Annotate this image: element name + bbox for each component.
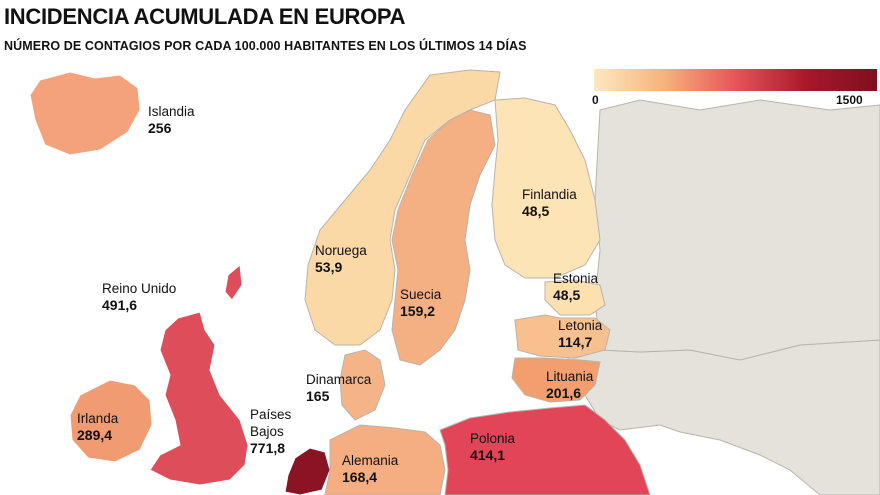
- label-irlanda-value: 289,4: [77, 427, 113, 443]
- country-islandia[interactable]: [29, 71, 141, 156]
- label-letonia-value: 114,7: [558, 334, 593, 350]
- label-reino-unido-name: Reino Unido: [102, 281, 177, 296]
- label-alemania: Alemania 168,4: [342, 452, 398, 486]
- label-paises-bajos-name: Países Bajos: [250, 407, 292, 439]
- label-noruega-value: 53,9: [315, 259, 343, 275]
- label-reino-unido-value: 491,6: [102, 297, 138, 313]
- label-paises-bajos: Países Bajos 771,8: [250, 406, 310, 457]
- country-finlandia[interactable]: [491, 97, 601, 279]
- country-noruega[interactable]: [304, 69, 501, 346]
- label-islandia-name: Islandia: [148, 104, 195, 119]
- country-letonia[interactable]: [514, 314, 611, 359]
- label-dinamarca: Dinamarca 165: [306, 371, 371, 405]
- label-suecia-value: 159,2: [400, 303, 436, 319]
- country-estonia[interactable]: [544, 279, 606, 316]
- country-reino-unido[interactable]: [149, 311, 249, 486]
- country-polonia[interactable]: [439, 404, 651, 495]
- country-paises-bajos[interactable]: [284, 447, 331, 495]
- label-lituania: Lituania 201,6: [546, 368, 593, 402]
- label-polonia: Polonia 414,1: [470, 430, 515, 464]
- label-islandia-value: 256: [148, 120, 172, 136]
- label-polonia-name: Polonia: [470, 431, 516, 446]
- label-noruega: Noruega 53,9: [315, 242, 367, 276]
- label-finlandia-value: 48,5: [522, 203, 550, 219]
- label-reino-unido: Reino Unido 491,6: [102, 280, 176, 314]
- label-alemania-name: Alemania: [342, 453, 399, 468]
- label-finlandia-name: Finlandia: [522, 187, 577, 202]
- label-estonia-value: 48,5: [553, 287, 581, 303]
- label-islandia: Islandia 256: [148, 103, 195, 137]
- map-subtitle: NÚMERO DE CONTAGIOS POR CADA 100.000 HAB…: [4, 39, 527, 53]
- label-estonia-name: Estonia: [553, 271, 599, 286]
- label-suecia-name: Suecia: [400, 287, 442, 302]
- label-paises-bajos-value: 771,8: [250, 440, 286, 456]
- label-lituania-value: 201,6: [546, 385, 582, 401]
- legend-color-scale: [594, 69, 877, 91]
- label-letonia: Letonia 114,7: [558, 317, 602, 351]
- label-noruega-name: Noruega: [315, 243, 367, 258]
- neighbor-land-russia-north: [594, 99, 880, 361]
- label-alemania-value: 168,4: [342, 469, 378, 485]
- country-irlanda[interactable]: [69, 379, 153, 463]
- country-lituania[interactable]: [511, 357, 601, 403]
- label-estonia: Estonia 48,5: [553, 270, 598, 304]
- label-dinamarca-name: Dinamarca: [306, 372, 372, 387]
- legend-min-label: 0: [592, 93, 599, 107]
- label-letonia-name: Letonia: [558, 318, 603, 333]
- country-suecia[interactable]: [391, 109, 496, 366]
- label-irlanda-name: Irlanda: [77, 411, 119, 426]
- label-suecia: Suecia 159,2: [400, 286, 441, 320]
- label-dinamarca-value: 165: [306, 388, 330, 404]
- country-reino-unido-island[interactable]: [224, 264, 243, 301]
- country-alemania[interactable]: [324, 424, 446, 495]
- label-irlanda: Irlanda 289,4: [77, 410, 118, 444]
- map-title: INCIDENCIA ACUMULADA EN EUROPA: [4, 4, 406, 29]
- label-finlandia: Finlandia 48,5: [522, 186, 577, 220]
- legend-max-label: 1500: [836, 93, 863, 107]
- country-dinamarca[interactable]: [339, 349, 386, 421]
- label-lituania-name: Lituania: [546, 369, 594, 384]
- label-polonia-value: 414,1: [470, 447, 506, 463]
